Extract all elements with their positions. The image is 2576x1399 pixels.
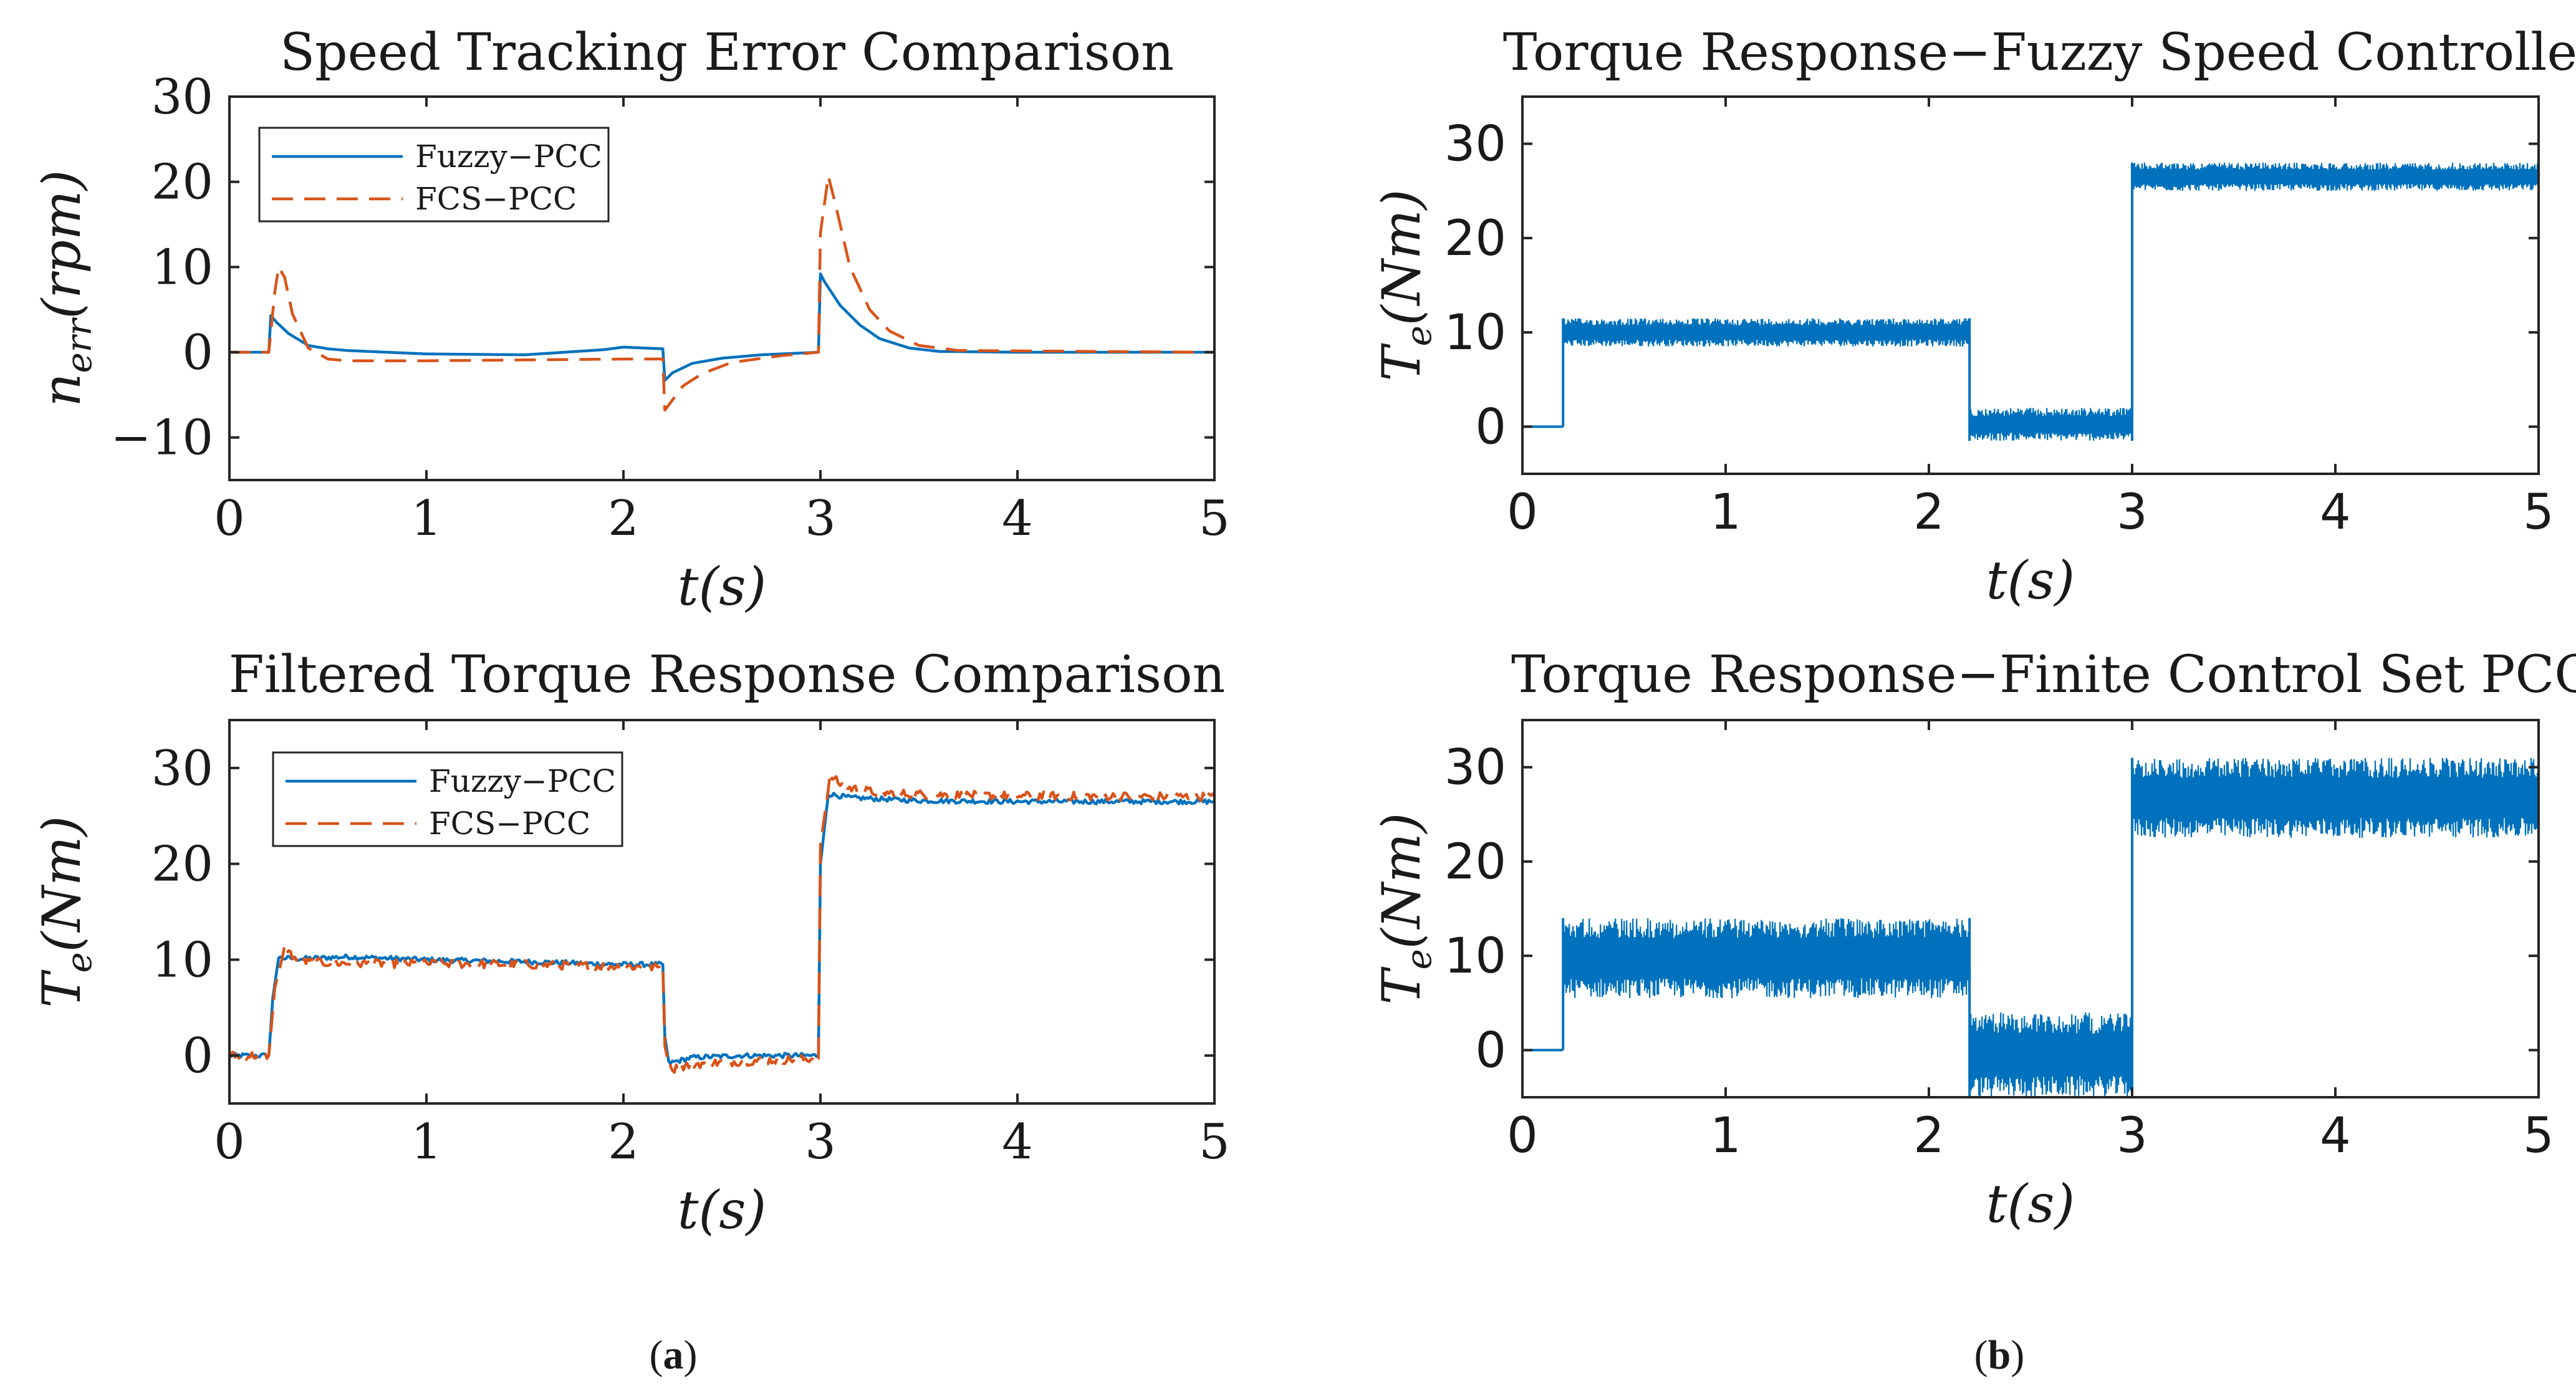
filtered-torque-chart: Filtered Torque Response Comparison 0 1 2 3… (31, 645, 1230, 1241)
y-axis-label: Te(Nm) (1371, 190, 1439, 382)
x-tick-label: 1 (411, 491, 442, 547)
x-tick-label: 4 (1002, 1114, 1033, 1170)
legend-label: Fuzzy−PCC (415, 138, 602, 175)
axes-frame (1521, 719, 2540, 1099)
x-tick-label: 0 (1507, 1108, 1538, 1164)
x-tick-label: 5 (1199, 491, 1230, 547)
torque-ripple-segment (1969, 408, 2133, 441)
plot-area (229, 771, 1214, 1074)
y-tick-label: 30 (1444, 117, 1506, 173)
axes-frame (228, 719, 1216, 1105)
y-tick-label: −10 (110, 410, 213, 466)
speed-error-chart: Speed Tracking Error Comparison 0 1 2 3 4 5 −1… (31, 23, 1230, 617)
x-tick-label: 4 (1002, 491, 1033, 547)
y-tick-label: 10 (151, 932, 213, 988)
subfigure-label-b: (b) (1974, 1332, 2025, 1378)
y-tick-label: 30 (151, 741, 213, 797)
x-axis-label: t(s) (678, 1180, 766, 1241)
x-tick-label: 0 (214, 1114, 245, 1170)
x-tick-label: 2 (1913, 1108, 1944, 1164)
chart-title: Filtered Torque Response Comparison (229, 645, 1226, 704)
x-tick-label: 1 (411, 1114, 442, 1170)
plot-area (1522, 757, 2539, 1097)
y-axis-label: nerr(rpm) (31, 170, 100, 407)
torque-ripple-segment (1562, 918, 1971, 999)
y-tick-label: 30 (151, 69, 213, 125)
y-tick-label: 0 (1475, 399, 1506, 455)
legend-label: FCS−PCC (415, 181, 577, 217)
y-axis-label: Te(Nm) (1371, 813, 1439, 1005)
plot-area (1522, 162, 2539, 441)
torque-ripple-segment (2131, 162, 2539, 191)
x-axis-label: t(s) (678, 556, 766, 617)
y-axis-label: Te(Nm) (31, 816, 100, 1008)
x-tick-label: 5 (2523, 1108, 2554, 1164)
y-tick-label: 20 (1444, 211, 1506, 267)
chart-title: Speed Tracking Error Comparison (280, 23, 1174, 82)
subfigure-label-a: (a) (650, 1332, 698, 1378)
y-tick-label: 0 (1475, 1022, 1506, 1079)
y-tick-label: 0 (182, 1028, 213, 1084)
torque-ripple-segment (1562, 318, 1971, 347)
x-tick-label: 2 (608, 491, 639, 547)
legend-label: Fuzzy−PCC (429, 763, 616, 799)
x-tick-label: 4 (2320, 484, 2351, 541)
y-tick-label: 20 (151, 155, 213, 211)
x-tick-label: 0 (214, 491, 245, 547)
y-tick-label: 20 (151, 837, 213, 893)
y-tick-label: 30 (1444, 740, 1506, 796)
fcs-pcc-line (229, 771, 1214, 1074)
plot-area (229, 174, 1214, 412)
legend-label: FCS−PCC (429, 805, 590, 842)
x-tick-label: 1 (1710, 484, 1741, 541)
x-tick-label: 5 (2523, 484, 2554, 541)
legend-box (272, 751, 623, 847)
legend-box (258, 127, 610, 223)
y-tick-label: 20 (1444, 834, 1506, 890)
axes-frame (228, 95, 1216, 481)
x-tick-label: 3 (2117, 484, 2148, 541)
x-tick-label: 3 (2117, 1108, 2148, 1164)
fuzzy-pcc-line (229, 791, 1214, 1065)
y-tick-label: 10 (151, 239, 213, 296)
x-tick-label: 2 (1913, 484, 1944, 541)
y-tick-label: 10 (1444, 305, 1506, 361)
x-tick-label: 2 (608, 1114, 639, 1170)
x-axis-label: t(s) (1986, 550, 2075, 611)
chart-title: Torque Response−Fuzzy Speed Controller (1503, 23, 2576, 82)
torque-fuzzy-chart: Torque Response−Fuzzy Speed Controller 0… (1371, 23, 2576, 611)
torque-fcs-chart: Torque Response−Finite Control Set PCC 0… (1371, 645, 2576, 1234)
x-tick-label: 4 (2320, 1108, 2351, 1164)
y-tick-label: 10 (1444, 928, 1506, 984)
torque-ripple-segment (2131, 757, 2539, 839)
fcs-pcc-line (229, 174, 1214, 412)
x-axis-label: t(s) (1986, 1173, 2075, 1234)
chart-title: Torque Response−Finite Control Set PCC (1511, 645, 2576, 704)
x-tick-label: 3 (805, 1114, 836, 1170)
x-tick-label: 3 (805, 491, 836, 547)
x-tick-label: 5 (1199, 1114, 1230, 1170)
torque-ripple-segment (1969, 1012, 2133, 1097)
x-tick-label: 0 (1507, 484, 1538, 541)
y-tick-label: 0 (182, 325, 213, 381)
axes-frame (1521, 95, 2540, 475)
x-tick-label: 1 (1710, 1108, 1741, 1164)
